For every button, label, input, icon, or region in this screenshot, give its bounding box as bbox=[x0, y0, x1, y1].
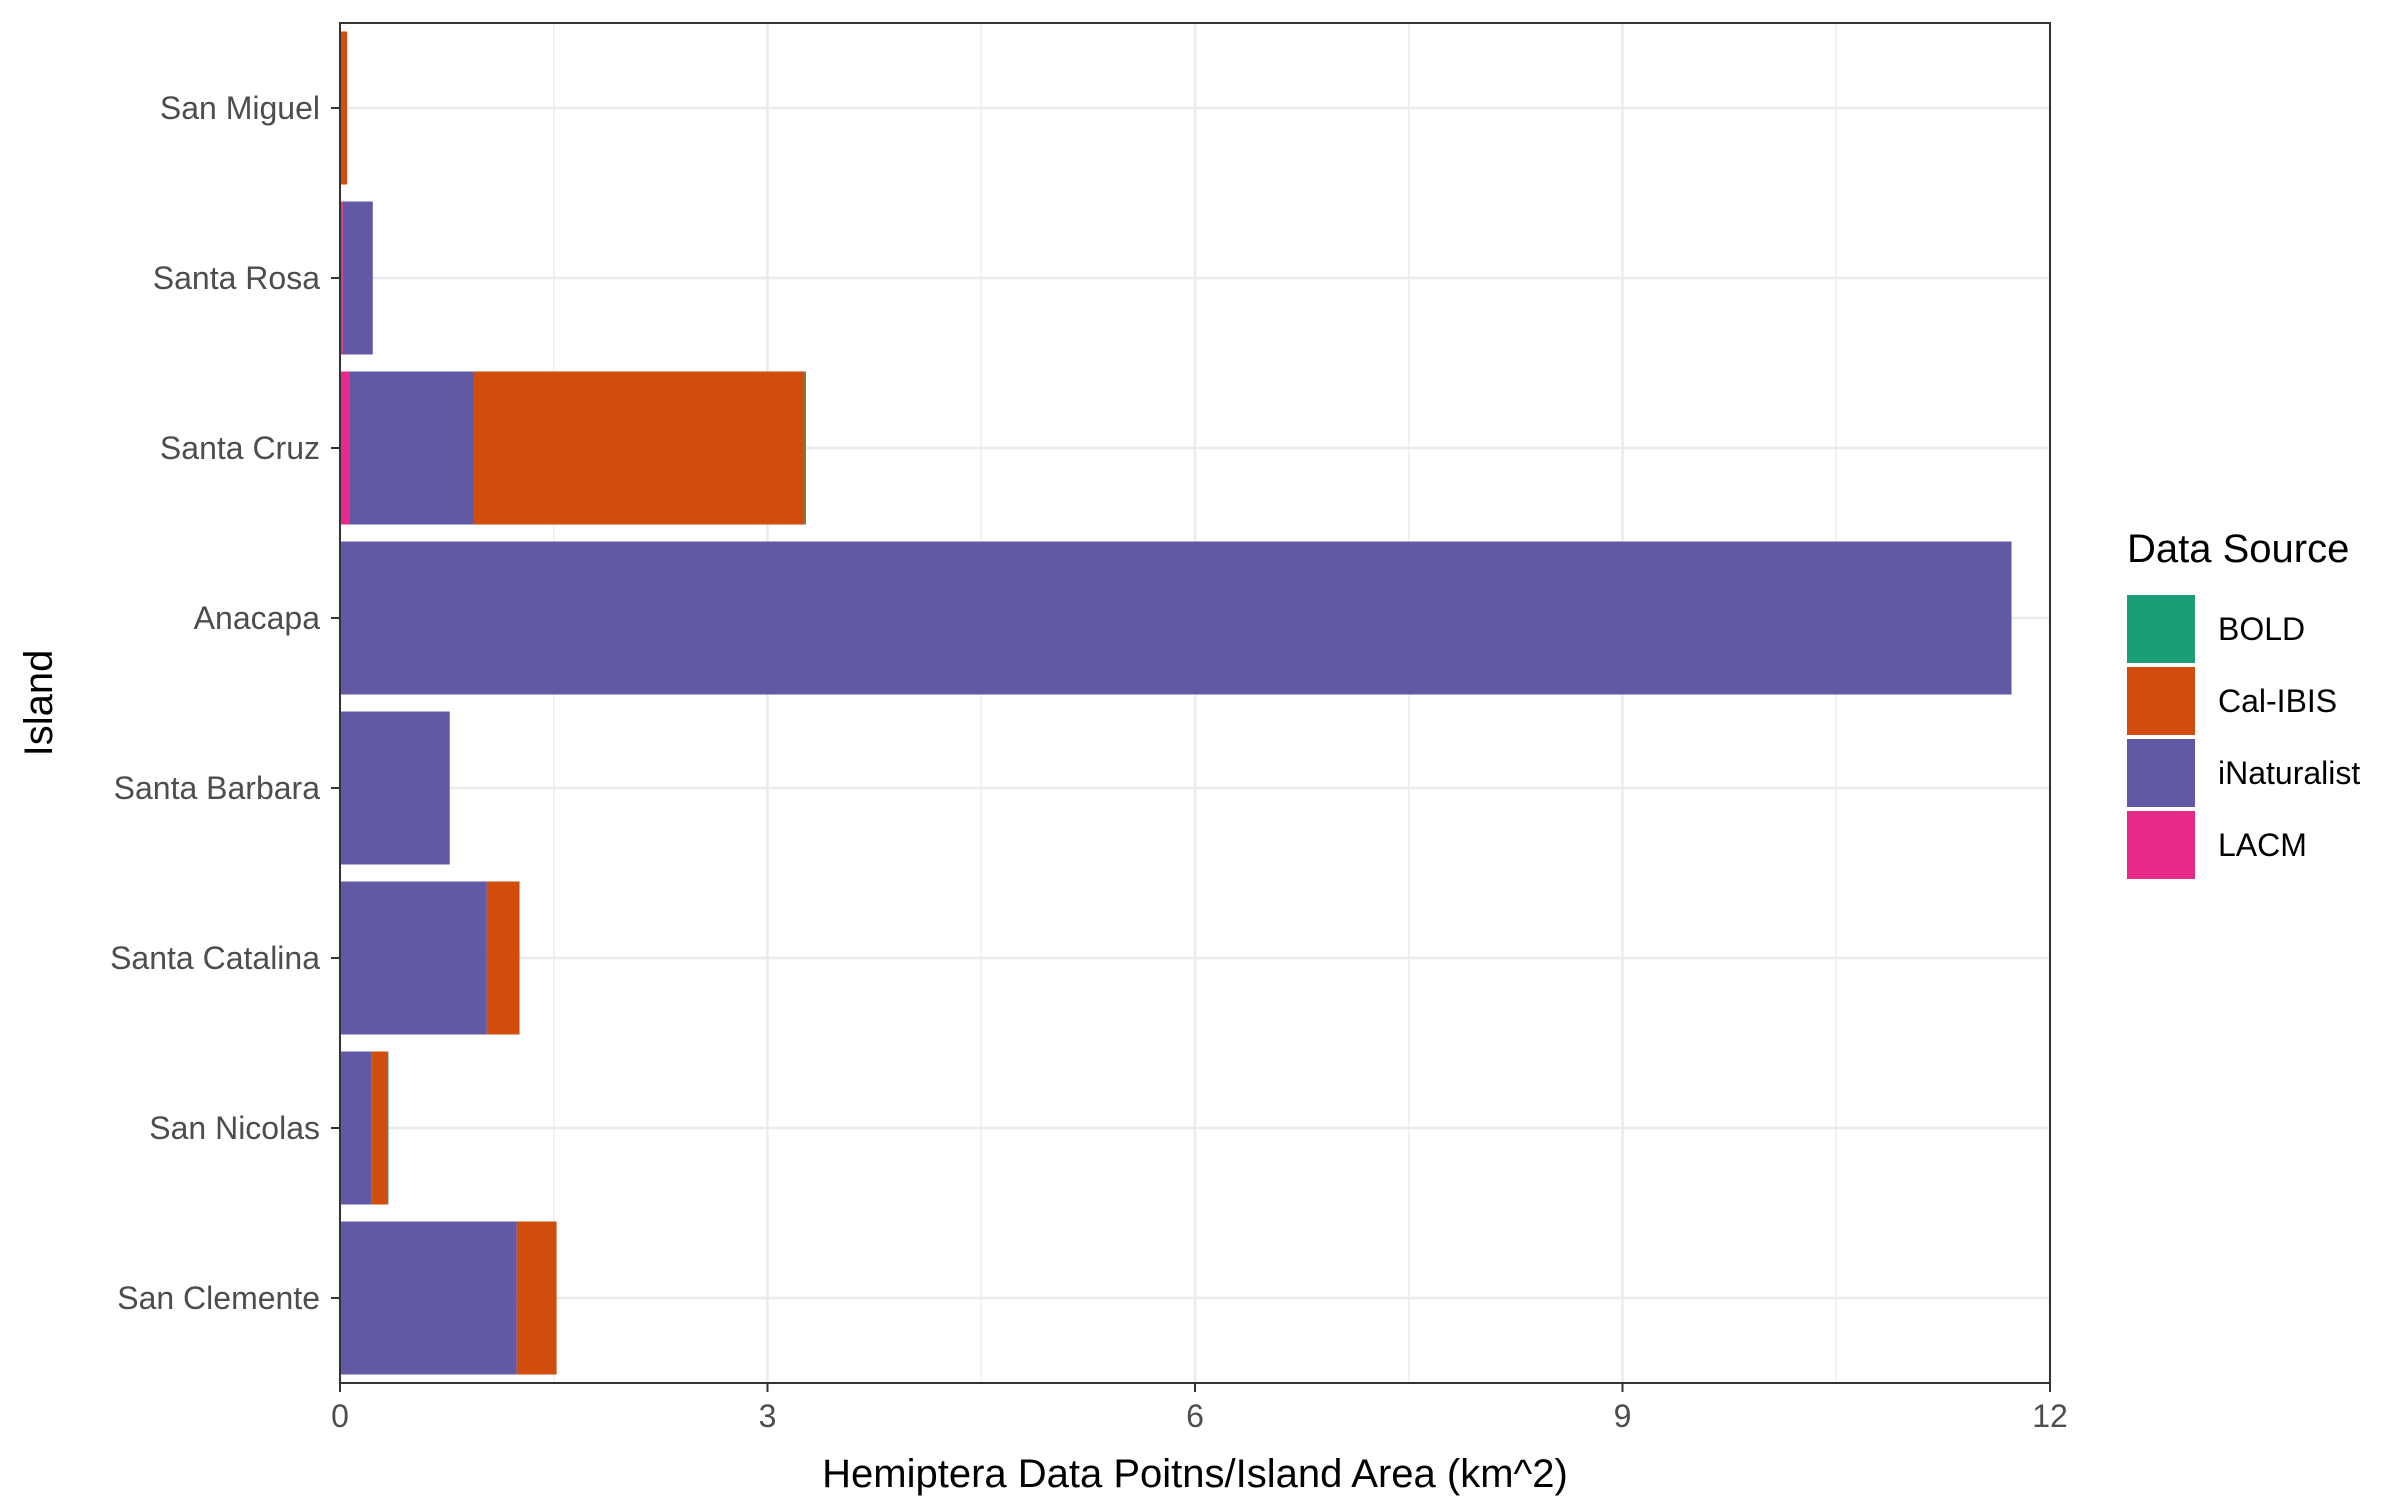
bar-santa-cruz-inaturalist bbox=[349, 371, 474, 525]
legend-label-lacm: LACM bbox=[2218, 827, 2307, 863]
bar-san-clemente-inaturalist bbox=[340, 1221, 517, 1375]
bar-santa-cruz-cal-ibis bbox=[473, 371, 805, 525]
bar-san-nicolas-bold bbox=[387, 1051, 389, 1205]
legend-key-lacm bbox=[2127, 811, 2195, 879]
bar-san-nicolas-cal-ibis bbox=[371, 1051, 388, 1205]
x-tick-label: 6 bbox=[1186, 1398, 1204, 1434]
axis-layer: 0 3 6 9 12 San Miguel Santa Rosa Santa Cruz Anac… bbox=[110, 90, 2068, 1434]
bar-santa-barbara-inaturalist bbox=[340, 711, 450, 865]
legend-key-cal-ibis bbox=[2127, 667, 2195, 735]
y-tick-label-san-nicolas: San Nicolas bbox=[149, 1110, 320, 1146]
bar-santa-catalina-cal-ibis bbox=[486, 881, 520, 1035]
bar-santa-catalina-inaturalist bbox=[340, 881, 487, 1035]
bar-layer bbox=[340, 31, 2012, 1375]
y-axis-title: Island bbox=[17, 650, 61, 757]
legend-label-inaturalist: iNaturalist bbox=[2218, 755, 2360, 791]
legend-key-inaturalist bbox=[2127, 739, 2195, 807]
bar-santa-rosa-lacm bbox=[340, 201, 343, 355]
bar-san-nicolas-inaturalist bbox=[340, 1051, 372, 1205]
legend-label-bold: BOLD bbox=[2218, 611, 2305, 647]
x-tick-label: 12 bbox=[2032, 1398, 2068, 1434]
bar-santa-cruz-bold bbox=[804, 371, 806, 525]
y-tick-label-san-miguel: San Miguel bbox=[160, 90, 320, 126]
legend-title: Data Source bbox=[2127, 527, 2349, 571]
bar-santa-cruz-lacm bbox=[340, 371, 350, 525]
bar-santa-rosa-inaturalist bbox=[342, 201, 373, 355]
legend: Data Source BOLD Cal-IBIS iNaturalist LACM bbox=[2127, 527, 2360, 879]
bar-san-miguel-cal-ibis bbox=[340, 31, 348, 185]
grid-layer bbox=[338, 23, 2052, 1383]
y-tick-label-anacapa: Anacapa bbox=[194, 600, 321, 636]
y-tick-label-santa-cruz: Santa Cruz bbox=[160, 430, 320, 466]
bar-anacapa-inaturalist bbox=[340, 541, 2012, 695]
x-tick-label: 0 bbox=[331, 1398, 349, 1434]
x-axis-title: Hemiptera Data Poitns/Island Area (km^2) bbox=[822, 1452, 1568, 1496]
x-tick-label: 9 bbox=[1614, 1398, 1632, 1434]
y-tick-label-santa-catalina: Santa Catalina bbox=[110, 940, 320, 976]
x-tick-label: 3 bbox=[759, 1398, 777, 1434]
y-tick-label-santa-rosa: Santa Rosa bbox=[153, 260, 320, 296]
y-tick-label-santa-barbara: Santa Barbara bbox=[114, 770, 321, 806]
legend-key-bold bbox=[2127, 595, 2195, 663]
y-tick-label-san-clemente: San Clemente bbox=[117, 1280, 320, 1316]
bar-san-clemente-cal-ibis bbox=[516, 1221, 557, 1375]
legend-label-cal-ibis: Cal-IBIS bbox=[2218, 683, 2337, 719]
